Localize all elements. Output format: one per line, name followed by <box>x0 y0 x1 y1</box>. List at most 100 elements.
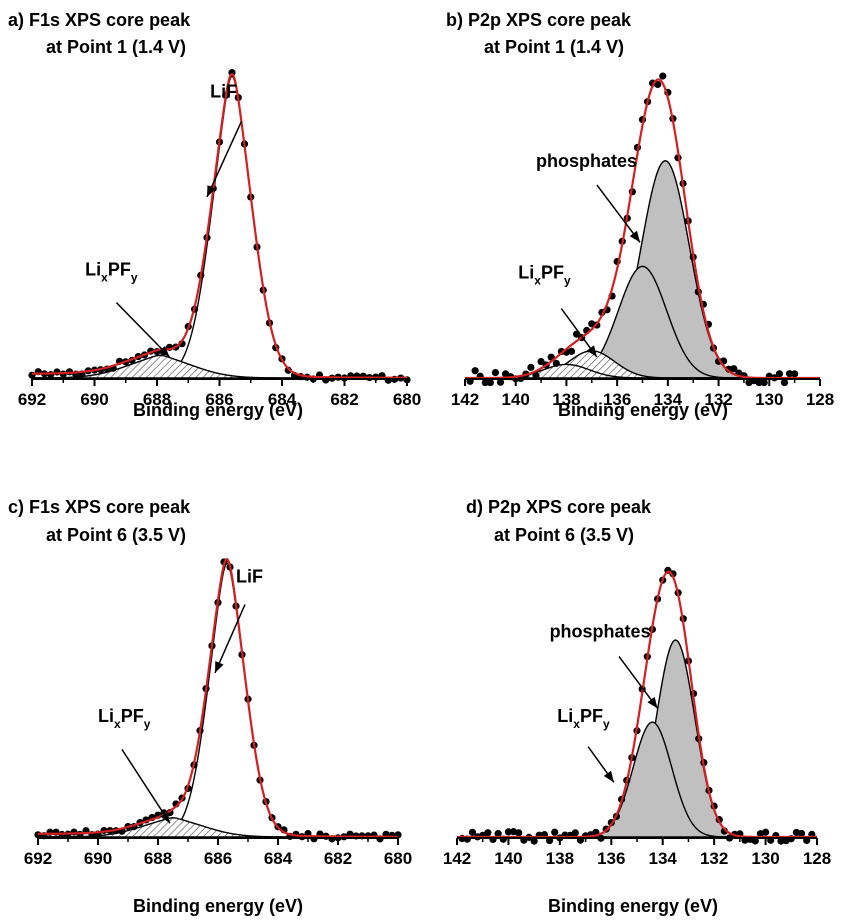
panel-b-x-tick-label: 128 <box>806 390 834 409</box>
panel-b-annotation-0: phosphates <box>536 151 637 171</box>
panel-a-annotation-0-arrow-line <box>206 121 243 198</box>
panel-d-annotation-1: LixPFy <box>557 706 610 731</box>
panel-b-data-point <box>659 72 667 80</box>
panel-c-plot-area: 692 690 688 686 684 682 680 LiF LixPFy <box>24 557 412 868</box>
panel-c-x-tick-label: 688 <box>144 849 172 868</box>
panel-b-x-axis-title: Binding energy (eV) <box>558 400 728 420</box>
panel-d-x-tick-label: 136 <box>597 849 625 868</box>
panel-b-plot-area: 142 140 138 136 134 132 130 128 phosphates LixPFy <box>451 72 834 409</box>
panel-a-title-line2: at Point 1 (1.4 V) <box>46 37 186 57</box>
panel-b-title-line2: at Point 1 (1.4 V) <box>484 37 624 57</box>
panel-d-data-point <box>777 837 785 845</box>
panel-d-x-tick-label: 128 <box>803 849 831 868</box>
panel-c-title-line2: at Point 6 (3.5 V) <box>46 525 186 545</box>
panel-d-title-line1: d) P2p XPS core peak <box>466 497 652 517</box>
panel-c-f1s-point6: c) F1s XPS core peak at Point 6 (3.5 V) … <box>8 497 412 916</box>
panel-a-annotation-1-arrow-head <box>158 345 170 357</box>
panel-a-data-point <box>47 371 55 379</box>
panel-d-annotation-1-arrow-head <box>603 770 614 783</box>
panel-b-data-point <box>760 378 768 387</box>
panel-b-data-point <box>785 370 794 378</box>
panel-d-x-tick-label: 132 <box>700 849 728 868</box>
panel-d-x-tick-label: 138 <box>546 849 574 868</box>
panel-a-annotation-1: LixPFy <box>85 259 138 284</box>
panel-c-annotation-0: LiF <box>236 567 263 587</box>
panel-d-data-point <box>571 829 579 837</box>
panel-a-x-tick-label: 684 <box>268 390 297 409</box>
panel-d-p2p-point6: d) P2p XPS core peak at Point 6 (3.5 V) … <box>443 497 831 916</box>
panel-d-data-point <box>751 837 759 845</box>
panel-b-x-tick-label: 138 <box>552 390 580 409</box>
panel-d-data-point <box>494 830 502 838</box>
panel-b-title-line1: b) P2p XPS core peak <box>446 10 632 30</box>
panel-d-data-point <box>468 828 477 836</box>
panel-b-annotation-1: LixPFy <box>518 262 571 287</box>
panel-b-annotation-0-arrow-head <box>629 230 640 243</box>
panel-b-data-point <box>532 371 540 380</box>
panel-a-plot-area: 692 690 688 686 684 682 680 LiF LixPFy <box>18 69 421 409</box>
panel-c-annotation-0-arrow-head <box>215 660 224 673</box>
panel-a-x-tick-label: 686 <box>205 390 233 409</box>
panel-d-annotation-0-arrow-head <box>647 696 658 709</box>
panel-d-x-axis-title: Binding energy (eV) <box>548 896 718 916</box>
panel-a-annotation-0-arrow-head <box>207 185 216 197</box>
panel-c-fit-envelope-line <box>38 557 399 838</box>
panel-b-data-point <box>755 378 763 387</box>
panel-d-data-point <box>551 828 559 836</box>
panel-b-data-point <box>567 347 576 355</box>
panel-a-x-axis-title: Binding energy (eV) <box>133 400 303 420</box>
panel-a-x-tick-label: 690 <box>80 390 108 409</box>
panel-d-x-tick-label: 134 <box>649 849 678 868</box>
panel-b-x-tick-label: 142 <box>451 390 479 409</box>
panel-b-data-point <box>537 357 545 366</box>
panel-d-component-1-fill <box>457 721 817 838</box>
panel-b-p2p-point1: b) P2p XPS core peak at Point 1 (1.4 V) … <box>446 10 834 420</box>
panel-b-data-point <box>481 378 489 387</box>
panel-d-data-point <box>761 828 770 836</box>
panel-a-data-point <box>284 366 292 374</box>
panel-b-component-1-fill <box>465 265 820 379</box>
panel-c-x-tick-label: 684 <box>264 849 293 868</box>
panel-b-data-point <box>730 365 738 373</box>
panel-b-data-point <box>496 378 505 386</box>
panel-a-annotation-1-arrow-line <box>115 302 171 358</box>
panel-d-data-point <box>504 828 513 836</box>
panel-b-annotation-0-arrow-line <box>596 184 641 243</box>
panel-a-data-point <box>53 368 61 376</box>
panel-a-fit-envelope-line <box>31 72 407 379</box>
panel-d-data-point <box>515 829 523 837</box>
panel-c-title-line1: c) F1s XPS core peak <box>8 497 191 517</box>
panel-a-title-line1: a) F1s XPS core peak <box>8 10 191 30</box>
panel-b-fit-envelope-line <box>465 78 820 380</box>
panel-c-x-tick-label: 682 <box>324 849 352 868</box>
panel-c-annotation-1: LixPFy <box>98 706 151 731</box>
panel-b-data-point <box>791 370 799 378</box>
panel-b-data-point <box>491 368 500 377</box>
panel-c-x-tick-label: 690 <box>84 849 112 868</box>
panel-c-x-tick-label: 680 <box>384 849 412 868</box>
panel-a-x-tick-label: 680 <box>393 390 421 409</box>
panel-c-x-tick-label: 686 <box>204 849 232 868</box>
panel-a-f1s-point1: a) F1s XPS core peak at Point 1 (1.4 V) … <box>8 10 421 420</box>
panel-d-x-tick-label: 142 <box>443 849 471 868</box>
panel-a-x-tick-label: 688 <box>143 390 171 409</box>
panel-b-x-tick-label: 132 <box>704 390 732 409</box>
panel-b-x-tick-label: 130 <box>755 390 783 409</box>
panel-d-data-point <box>797 829 806 838</box>
panel-c-annotation-0-arrow-line <box>214 604 246 674</box>
panel-d-data-point <box>484 829 492 837</box>
panel-a-component-0-fill <box>31 75 408 379</box>
panel-b-data-point <box>775 370 784 378</box>
panel-b-x-tick-label: 136 <box>603 390 631 409</box>
panel-c-annotation-1-arrow-head <box>160 811 170 824</box>
panel-d-x-tick-label: 140 <box>494 849 522 868</box>
panel-b-data-point <box>527 363 535 371</box>
panel-b-data-point <box>780 378 789 387</box>
panel-c-x-axis-title: Binding energy (eV) <box>133 896 303 916</box>
panel-c-x-tick-label: 692 <box>24 849 52 868</box>
panel-c-annotation-1-arrow-line <box>121 749 171 824</box>
panel-a-annotation-0: LiF <box>210 81 237 101</box>
panel-b-x-tick-label: 134 <box>654 390 683 409</box>
panel-b-data-point <box>654 80 662 89</box>
